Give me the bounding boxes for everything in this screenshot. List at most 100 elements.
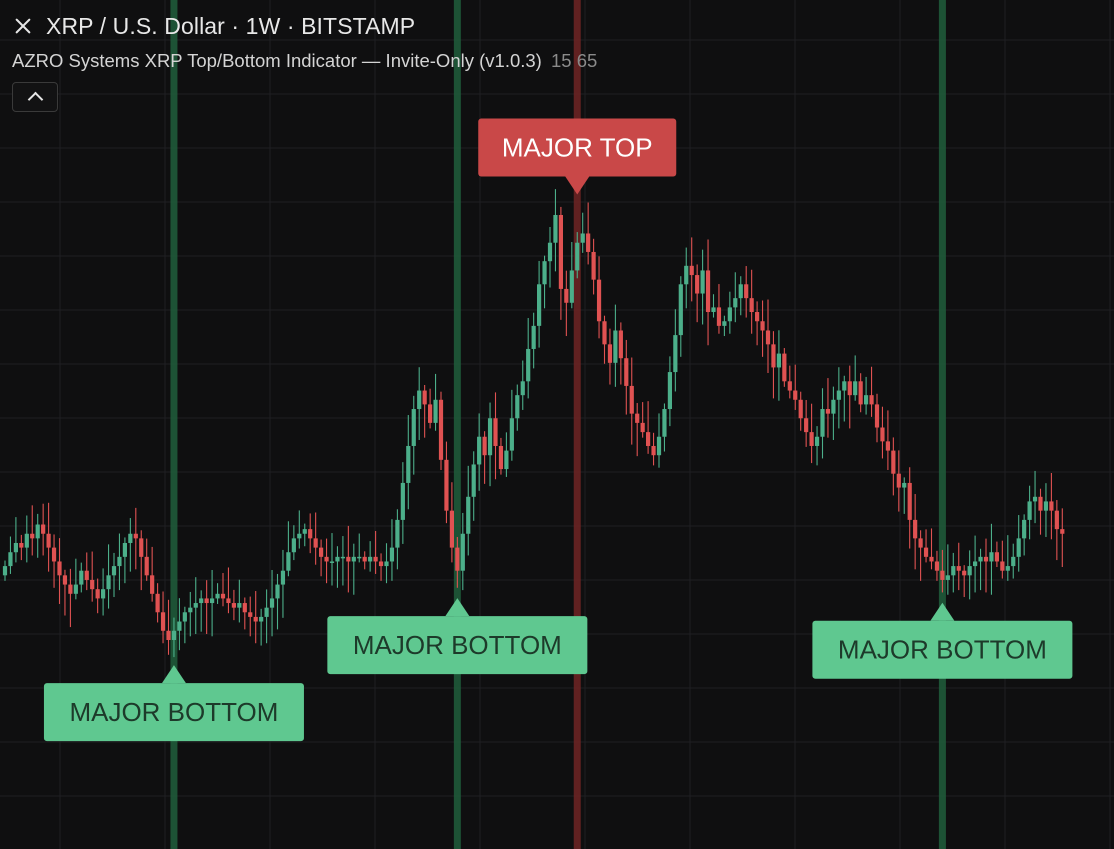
candle [973, 535, 978, 593]
candle [269, 570, 275, 637]
candle [891, 437, 896, 496]
candle [428, 388, 433, 429]
candle [918, 530, 923, 581]
bottom-signal-line [170, 0, 178, 849]
title-row: XRP / U.S. Dollar · 1W · BITSTAMP [12, 8, 597, 44]
candle [291, 525, 296, 561]
candle [880, 406, 885, 459]
indicator-params: 15 65 [550, 50, 598, 71]
candle [869, 366, 874, 417]
candle [787, 365, 792, 399]
candle [84, 552, 89, 591]
candle [509, 389, 514, 461]
candle [776, 330, 781, 401]
indicator-legend[interactable]: AZRO Systems XRP Top/Bottom Indicator — … [12, 50, 597, 72]
candle [820, 388, 825, 459]
candle [210, 570, 215, 637]
candle [940, 549, 945, 593]
candle [727, 291, 732, 334]
candle [569, 242, 574, 309]
candle [755, 301, 760, 346]
candle [329, 533, 335, 586]
candle [406, 415, 411, 510]
candle [128, 518, 133, 572]
major-top-label: MAJOR TOP [478, 118, 677, 195]
signal-label-text: MAJOR BOTTOM [838, 635, 1047, 665]
candle [934, 550, 940, 581]
candle [902, 477, 907, 514]
candle [411, 395, 416, 475]
candle [51, 534, 57, 588]
candle [962, 565, 967, 598]
candle [35, 513, 40, 558]
candle [193, 577, 198, 634]
candle [983, 538, 989, 593]
candle [542, 255, 547, 309]
candle [73, 558, 78, 600]
candle [1060, 508, 1065, 568]
candle [656, 413, 662, 468]
candle [847, 365, 852, 429]
candle [689, 237, 694, 302]
candle [460, 512, 465, 591]
candle [695, 264, 700, 323]
candle [215, 583, 220, 604]
candle [340, 536, 345, 586]
candle [994, 541, 999, 568]
candle [804, 400, 809, 447]
candle [945, 544, 950, 595]
candle [896, 450, 901, 512]
bottom-signal-line [938, 0, 946, 849]
candle [793, 364, 798, 410]
candle [182, 606, 187, 644]
candle [635, 403, 640, 457]
candle [308, 513, 313, 554]
candle [586, 202, 591, 265]
collapse-legend-button[interactable] [12, 82, 58, 112]
candle [373, 530, 378, 574]
candle [302, 523, 307, 547]
candle [1011, 543, 1016, 579]
candle [362, 551, 367, 570]
close-icon[interactable] [12, 15, 34, 37]
candle [885, 410, 890, 470]
candle [629, 357, 634, 445]
candle [700, 249, 705, 325]
candle [951, 552, 956, 593]
candle [967, 550, 972, 600]
candle [913, 494, 918, 570]
candle [144, 538, 149, 581]
candle [678, 276, 683, 357]
candle [716, 284, 722, 334]
candle [248, 596, 253, 637]
candle [547, 227, 553, 288]
candle [400, 462, 405, 544]
candle [831, 386, 836, 440]
candle [618, 322, 623, 385]
candle [1005, 535, 1010, 581]
candle [978, 548, 983, 591]
candle [455, 536, 460, 588]
candle [259, 608, 264, 646]
candle [537, 260, 542, 348]
candle [684, 247, 689, 309]
candle [166, 599, 171, 655]
candle [531, 312, 536, 369]
candle [596, 256, 602, 339]
candle [8, 536, 13, 574]
candle [62, 569, 68, 616]
candle [482, 431, 487, 484]
candle [346, 525, 351, 593]
candle [1022, 514, 1027, 556]
candle [111, 552, 117, 598]
candle [526, 318, 531, 399]
candle [591, 238, 596, 295]
candle [498, 437, 504, 475]
candle [1038, 488, 1043, 535]
candle [858, 373, 863, 413]
candle [30, 505, 35, 556]
candle [624, 339, 629, 415]
candle [765, 299, 771, 373]
top-signal-line [573, 0, 581, 849]
